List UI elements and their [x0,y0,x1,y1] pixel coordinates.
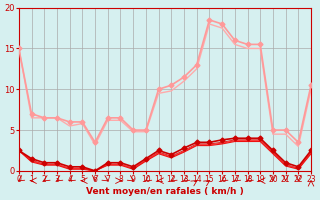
X-axis label: Vent moyen/en rafales ( km/h ): Vent moyen/en rafales ( km/h ) [86,187,244,196]
